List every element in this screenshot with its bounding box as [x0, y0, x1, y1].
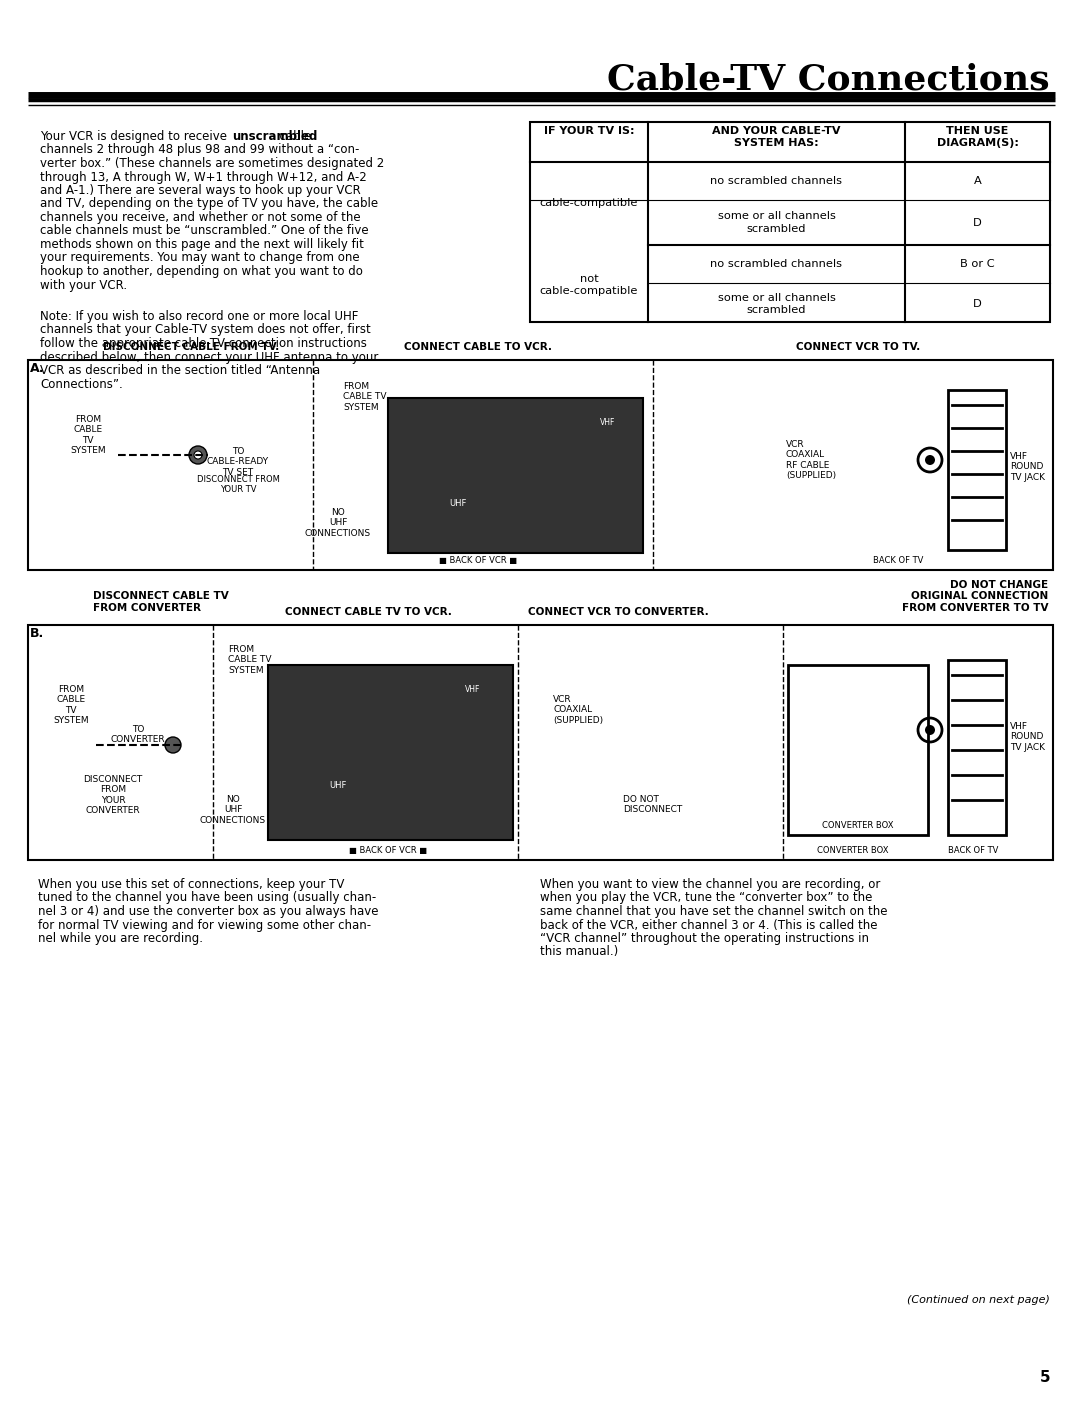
Text: NO
UHF
CONNECTIONS: NO UHF CONNECTIONS: [305, 508, 372, 537]
Text: CONVERTER BOX: CONVERTER BOX: [822, 821, 894, 831]
Circle shape: [194, 450, 202, 459]
Circle shape: [924, 725, 935, 735]
Text: nel while you are recording.: nel while you are recording.: [38, 932, 203, 946]
Text: and TV, depending on the type of TV you have, the cable: and TV, depending on the type of TV you …: [40, 198, 378, 210]
Text: this manual.): this manual.): [540, 946, 618, 958]
Text: your requirements. You may want to change from one: your requirements. You may want to chang…: [40, 251, 360, 265]
Text: no scrambled channels: no scrambled channels: [711, 260, 842, 269]
Text: When you use this set of connections, keep your TV: When you use this set of connections, ke…: [38, 878, 345, 891]
Text: UHF: UHF: [329, 780, 347, 790]
Text: back of the VCR, either channel 3 or 4. (This is called the: back of the VCR, either channel 3 or 4. …: [540, 919, 877, 932]
Circle shape: [924, 455, 935, 464]
Text: CONNECT CABLE TV TO VCR.: CONNECT CABLE TV TO VCR.: [284, 607, 451, 617]
Text: follow the appropriate cable-TV connection instructions: follow the appropriate cable-TV connecti…: [40, 337, 367, 349]
Text: FROM
CABLE TV
SYSTEM: FROM CABLE TV SYSTEM: [343, 382, 387, 412]
Text: some or all channels
scrambled: some or all channels scrambled: [717, 293, 836, 316]
Text: cable channels must be “unscrambled.” One of the five: cable channels must be “unscrambled.” On…: [40, 224, 368, 237]
Text: UHF: UHF: [449, 498, 467, 508]
Text: D: D: [973, 299, 982, 309]
Text: FROM
CABLE
TV
SYSTEM: FROM CABLE TV SYSTEM: [53, 685, 89, 725]
Text: and A-1.) There are several ways to hook up your VCR: and A-1.) There are several ways to hook…: [40, 184, 361, 196]
Text: hookup to another, depending on what you want to do: hookup to another, depending on what you…: [40, 265, 363, 278]
Text: channels you receive, and whether or not some of the: channels you receive, and whether or not…: [40, 210, 361, 224]
Bar: [948, 659, 1005, 835]
Text: channels that your Cable-TV system does not offer, first: channels that your Cable-TV system does …: [40, 324, 370, 337]
Text: CONVERTER BOX: CONVERTER BOX: [818, 846, 889, 854]
Text: Note: If you wish to also record one or more local UHF: Note: If you wish to also record one or …: [40, 310, 359, 323]
Text: ■ BACK OF VCR ■: ■ BACK OF VCR ■: [438, 556, 517, 565]
Text: (Continued on next page): (Continued on next page): [907, 1295, 1050, 1305]
Text: When you want to view the channel you are recording, or: When you want to view the channel you ar…: [540, 878, 880, 891]
Text: B or C: B or C: [960, 260, 995, 269]
Text: verter box.” (These channels are sometimes designated 2: verter box.” (These channels are sometim…: [40, 157, 384, 170]
Text: channels 2 through 48 plus 98 and 99 without a “con-: channels 2 through 48 plus 98 and 99 wit…: [40, 143, 360, 157]
Text: IF YOUR TV IS:: IF YOUR TV IS:: [543, 126, 634, 136]
Text: DISCONNECT CABLE TV
FROM CONVERTER: DISCONNECT CABLE TV FROM CONVERTER: [93, 592, 229, 613]
Bar: [388, 398, 643, 553]
Text: B.: B.: [30, 627, 44, 640]
Bar: [788, 665, 928, 835]
Text: same channel that you have set the channel switch on the: same channel that you have set the chann…: [540, 905, 888, 918]
Text: through 13, A through W, W+1 through W+12, and A-2: through 13, A through W, W+1 through W+1…: [40, 171, 367, 184]
Text: VHF
ROUND
TV JACK: VHF ROUND TV JACK: [1010, 723, 1045, 752]
Text: 5: 5: [1039, 1369, 1050, 1385]
Text: TO
CONVERTER: TO CONVERTER: [110, 725, 165, 745]
Text: Connections”.: Connections”.: [40, 377, 123, 390]
Text: VCR
COAXIAL
RF CABLE
(SUPPLIED): VCR COAXIAL RF CABLE (SUPPLIED): [786, 441, 836, 480]
Text: unscrambled: unscrambled: [232, 130, 318, 143]
Bar: [948, 390, 1005, 550]
Text: THEN USE
DIAGRAM(S):: THEN USE DIAGRAM(S):: [936, 126, 1018, 149]
Text: FROM
CABLE TV
SYSTEM: FROM CABLE TV SYSTEM: [228, 645, 271, 675]
Text: described below, then connect your UHF antenna to your: described below, then connect your UHF a…: [40, 351, 378, 363]
Text: not
cable-compatible: not cable-compatible: [540, 274, 638, 296]
Text: nel 3 or 4) and use the converter box as you always have: nel 3 or 4) and use the converter box as…: [38, 905, 378, 918]
Text: cable-compatible: cable-compatible: [540, 198, 638, 209]
Circle shape: [189, 446, 207, 464]
Text: A: A: [974, 175, 982, 187]
Text: with your VCR.: with your VCR.: [40, 279, 127, 292]
Text: tuned to the channel you have been using (usually chan-: tuned to the channel you have been using…: [38, 891, 376, 905]
Text: BACK OF TV: BACK OF TV: [873, 556, 923, 565]
Bar: [28, 361, 1053, 570]
Text: DO NOT
DISCONNECT: DO NOT DISCONNECT: [623, 796, 683, 814]
Text: some or all channels
scrambled: some or all channels scrambled: [717, 212, 836, 234]
Text: D: D: [973, 217, 982, 227]
Text: DISCONNECT FROM
YOUR TV: DISCONNECT FROM YOUR TV: [197, 476, 280, 494]
Text: “VCR channel” throughout the operating instructions in: “VCR channel” throughout the operating i…: [540, 932, 869, 946]
Text: DO NOT CHANGE
ORIGINAL CONNECTION
FROM CONVERTER TO TV: DO NOT CHANGE ORIGINAL CONNECTION FROM C…: [902, 579, 1048, 613]
Text: CONNECT VCR TO CONVERTER.: CONNECT VCR TO CONVERTER.: [528, 607, 708, 617]
Text: Cable-TV Connections: Cable-TV Connections: [607, 62, 1050, 95]
Text: for normal TV viewing and for viewing some other chan-: for normal TV viewing and for viewing so…: [38, 919, 372, 932]
Text: VCR
COAXIAL
(SUPPLIED): VCR COAXIAL (SUPPLIED): [553, 694, 603, 725]
Text: A.: A.: [30, 362, 44, 375]
Text: AND YOUR CABLE-TV
SYSTEM HAS:: AND YOUR CABLE-TV SYSTEM HAS:: [712, 126, 840, 149]
Text: FROM
CABLE
TV
SYSTEM: FROM CABLE TV SYSTEM: [70, 415, 106, 455]
Text: VCR as described in the section titled “Antenna: VCR as described in the section titled “…: [40, 363, 320, 377]
Bar: [268, 665, 513, 840]
Text: BACK OF TV: BACK OF TV: [948, 846, 998, 854]
Circle shape: [165, 737, 181, 753]
Text: VHF: VHF: [600, 418, 616, 427]
Text: when you play the VCR, tune the “converter box” to the: when you play the VCR, tune the “convert…: [540, 891, 873, 905]
Bar: [530, 122, 1050, 323]
Text: NO
UHF
CONNECTIONS: NO UHF CONNECTIONS: [200, 796, 266, 825]
Text: DISCONNECT CABLE FROM TV.: DISCONNECT CABLE FROM TV.: [103, 342, 280, 352]
Text: VHF
ROUND
TV JACK: VHF ROUND TV JACK: [1010, 452, 1045, 481]
Text: CONNECT CABLE TO VCR.: CONNECT CABLE TO VCR.: [404, 342, 552, 352]
Text: ■ BACK OF VCR ■: ■ BACK OF VCR ■: [349, 846, 427, 854]
Text: VHF: VHF: [465, 685, 481, 694]
Text: no scrambled channels: no scrambled channels: [711, 175, 842, 187]
Text: TO
CABLE-READY
TV SET: TO CABLE-READY TV SET: [207, 448, 269, 477]
Text: methods shown on this page and the next will likely fit: methods shown on this page and the next …: [40, 239, 364, 251]
Text: CONNECT VCR TO TV.: CONNECT VCR TO TV.: [796, 342, 920, 352]
Text: Your VCR is designed to receive              cable: Your VCR is designed to receive cable: [40, 130, 311, 143]
Text: DISCONNECT
FROM
YOUR
CONVERTER: DISCONNECT FROM YOUR CONVERTER: [83, 774, 143, 815]
Bar: [28, 624, 1053, 860]
